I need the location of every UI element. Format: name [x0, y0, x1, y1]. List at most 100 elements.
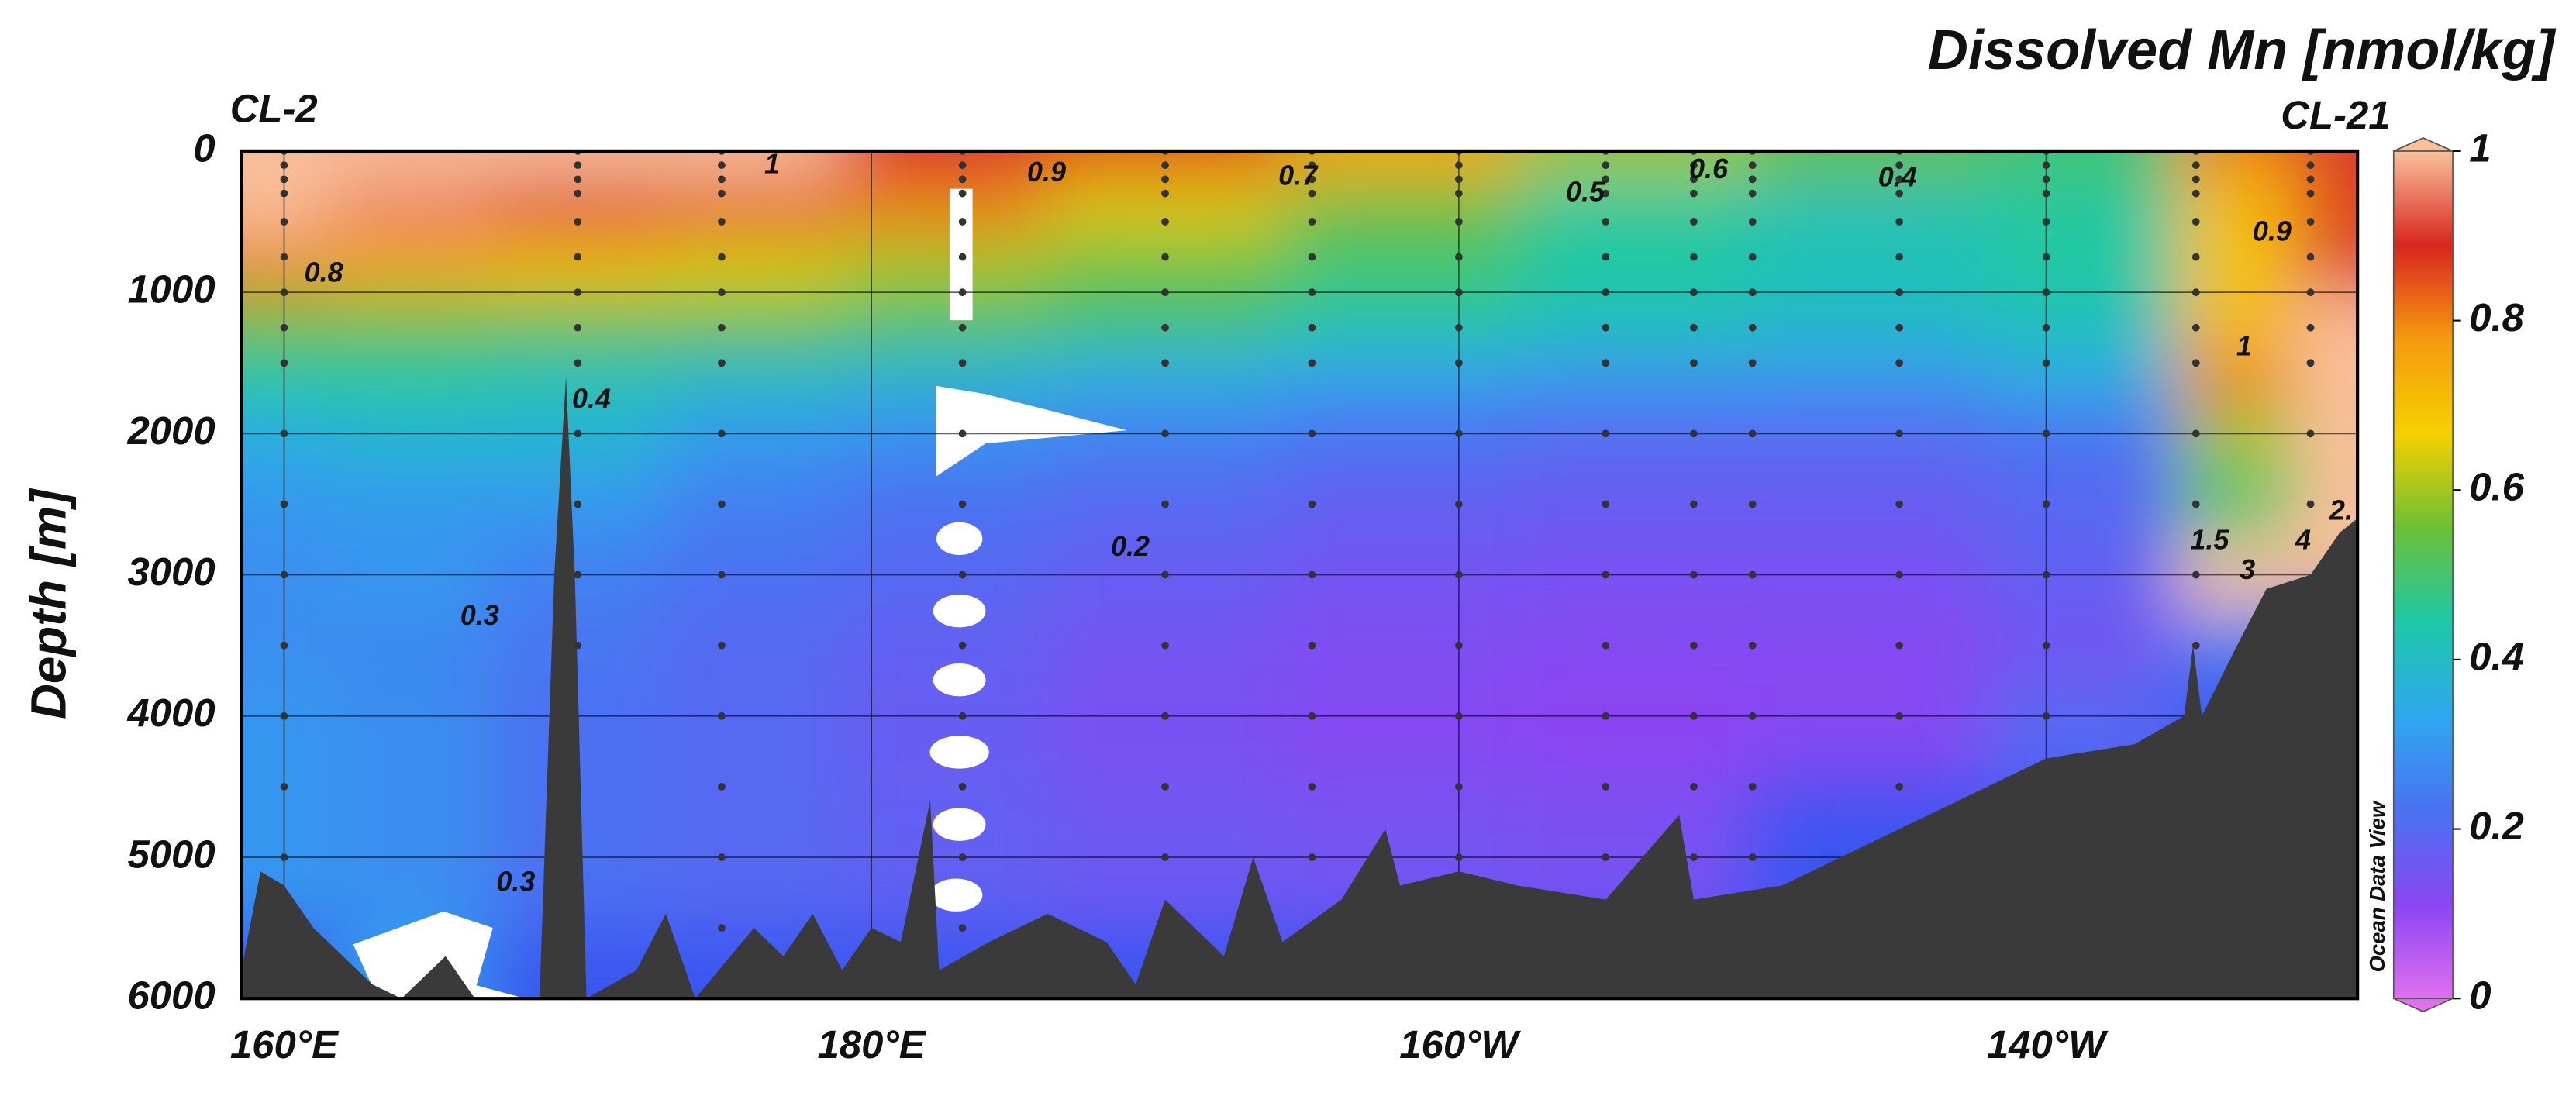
colorbar-extension [2393, 137, 2454, 152]
sample-point [1308, 429, 1316, 438]
sample-point [1308, 161, 1316, 170]
field-cell [842, 681, 1050, 789]
field-cell [665, 179, 844, 238]
field-cell [2178, 349, 2298, 408]
sample-point [280, 570, 288, 579]
sample-point [574, 359, 582, 367]
sample-point [574, 161, 582, 170]
field-cell [1282, 236, 1519, 295]
sample-point [1308, 712, 1316, 720]
field-cell [2178, 405, 2298, 471]
sample-point [1895, 783, 1904, 791]
sample-point [1454, 570, 1463, 579]
field-cell [2178, 236, 2298, 295]
sample-point [574, 175, 582, 184]
field-cell [328, 405, 491, 471]
sample-point [1454, 712, 1463, 720]
field-cell [1752, 539, 1989, 612]
field-cell [1517, 292, 1754, 351]
sample-point [1690, 429, 1698, 438]
sample-point [1308, 175, 1316, 184]
field-cell [2295, 292, 2358, 351]
sample-point [1161, 359, 1169, 367]
field-cell [842, 292, 1050, 351]
sample-point [2306, 218, 2315, 226]
sample-point [718, 570, 726, 579]
sample-point [718, 161, 726, 170]
field-cell [1517, 539, 1754, 612]
sample-point [1690, 175, 1698, 184]
sample-point [1308, 218, 1316, 226]
sample-point [718, 288, 726, 297]
field-cell [1282, 150, 1519, 181]
sample-point [2306, 189, 2315, 198]
field-cell [1047, 405, 1285, 471]
x-tick-label: 160°E [230, 1022, 340, 1067]
sample-point [1748, 288, 1757, 297]
sample-point [1690, 783, 1698, 791]
colorbar-tick-label: 0.4 [2469, 634, 2524, 678]
sample-point [1454, 218, 1463, 226]
sample-point [1308, 570, 1316, 579]
contour-label: 0.2 [1111, 530, 1150, 562]
field-cell [489, 349, 668, 408]
sample-point [1161, 712, 1169, 720]
field-cell [1282, 610, 1519, 683]
bathymetry [241, 377, 2358, 999]
sample-point [2191, 175, 2200, 184]
sample-point [958, 288, 967, 297]
y-tick-label: 3000 [128, 550, 216, 594]
sample-point [1161, 189, 1169, 198]
sample-point [574, 641, 582, 650]
sample-point [958, 161, 967, 170]
field-cell [842, 236, 1050, 295]
sample-point [1690, 288, 1698, 297]
sample-point [2191, 323, 2200, 332]
sample-point [1748, 175, 1757, 184]
sample-point [2306, 429, 2315, 438]
y-tick-label: 2000 [127, 408, 216, 453]
field-cell [1987, 468, 2181, 542]
sample-point [1161, 288, 1169, 297]
field-cell [1987, 179, 2181, 238]
sample-point [1161, 218, 1169, 226]
sample-point [1308, 253, 1316, 261]
sample-point [1690, 570, 1698, 579]
sample-point [1690, 161, 1698, 170]
field-cell [665, 468, 844, 542]
contour-label: 0.5 [1566, 176, 1605, 208]
sample-point [2042, 175, 2050, 184]
field-cell [328, 236, 491, 295]
station-label: CL-21 [2281, 93, 2390, 137]
contour-label: 0.3 [460, 599, 499, 631]
sample-point [2191, 253, 2200, 261]
field-cell [1752, 610, 1989, 683]
sample-point [2042, 218, 2050, 226]
contour-label: 0.4 [1878, 160, 1917, 192]
sample-point [2191, 641, 2200, 650]
field-cell [1987, 610, 2181, 683]
sample-point [280, 500, 288, 508]
field-cell [328, 349, 491, 408]
sample-point [1748, 189, 1757, 198]
sample-point [1161, 783, 1169, 791]
field-cell [1047, 292, 1285, 351]
contour-label: 4 [2295, 524, 2311, 556]
sample-point [574, 288, 582, 297]
sample-point [1308, 853, 1316, 861]
sample-point [2191, 500, 2200, 508]
field-cell [665, 150, 844, 181]
sample-point [574, 500, 582, 508]
field-cell [1987, 539, 2181, 612]
field-cell [1987, 150, 2181, 181]
colorbar-tick-label: 0.6 [2469, 465, 2524, 509]
sample-point [1308, 288, 1316, 297]
sample-point [1690, 253, 1698, 261]
sample-point [2191, 161, 2200, 170]
sample-point [958, 712, 967, 720]
sample-point [958, 429, 967, 438]
y-axis-label: Depth [m] [22, 488, 77, 719]
field-cell [328, 150, 491, 181]
sample-point [2042, 253, 2050, 261]
field-cell [241, 179, 330, 238]
